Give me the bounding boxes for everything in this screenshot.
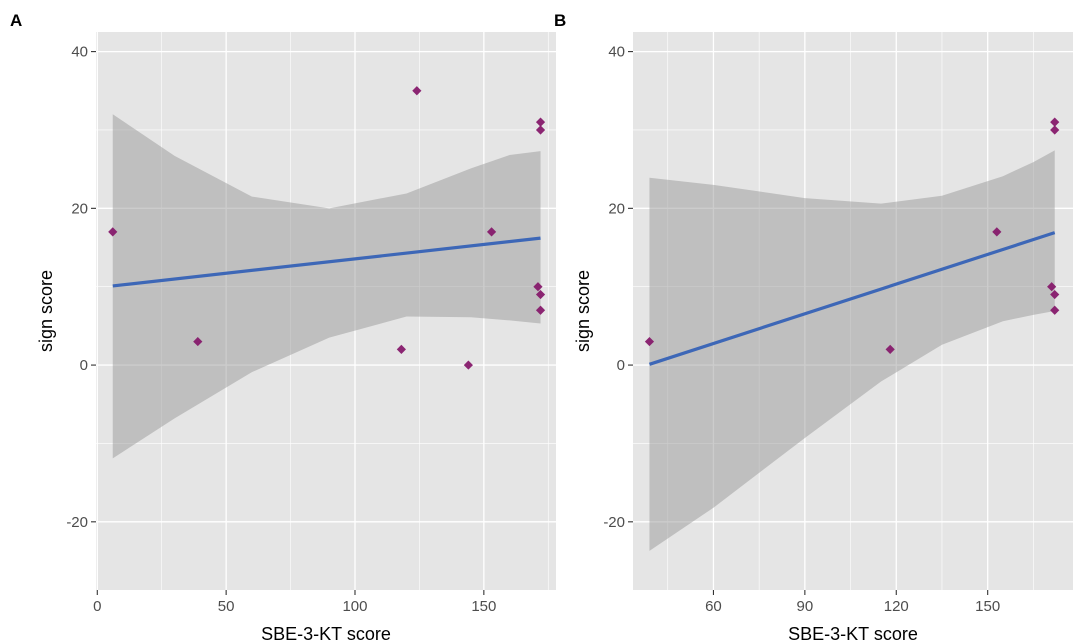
- data-point: [108, 227, 118, 237]
- panel-label: B: [554, 11, 566, 30]
- data-point: [1050, 117, 1060, 127]
- data-point: [1047, 282, 1057, 292]
- data-point: [463, 360, 473, 370]
- data-point: [644, 336, 655, 347]
- x-tick-label: 100: [342, 598, 367, 615]
- x-tick-label: 120: [884, 598, 909, 615]
- y-tick-label: 40: [71, 44, 88, 61]
- y-axis-title: sign score: [573, 270, 593, 352]
- y-axis-title: sign score: [36, 270, 56, 352]
- regression-line: [648, 231, 1056, 366]
- x-tick-label: 90: [797, 598, 814, 615]
- data-point: [1050, 289, 1060, 300]
- y-tick-label: 0: [617, 357, 625, 374]
- panel-a: 0 50 100 150 -20 0 20 40 SBE-3-KT score sign scor…: [10, 11, 556, 643]
- confidence-band: [649, 150, 1055, 551]
- regression-line: [112, 236, 541, 288]
- data-point: [535, 305, 546, 315]
- data-point: [1050, 305, 1060, 315]
- x-axis-title: SBE-3-KT score: [788, 624, 918, 643]
- data-point: [193, 336, 203, 347]
- x-tick-label: 150: [471, 598, 496, 615]
- y-tick-label: 0: [80, 357, 88, 374]
- x-tick-label: 0: [93, 598, 101, 615]
- panel-label: A: [10, 11, 22, 30]
- data-point: [535, 125, 546, 135]
- y-tick-label: 40: [608, 44, 625, 61]
- data-point: [486, 227, 497, 237]
- data-point: [535, 117, 546, 127]
- y-tick-label: -20: [66, 514, 88, 531]
- y-tick-label: 20: [71, 200, 88, 217]
- data-point: [396, 344, 406, 355]
- x-tick-label: 60: [705, 598, 722, 615]
- data-point: [535, 289, 546, 300]
- x-tick-label: 150: [975, 598, 1000, 615]
- confidence-band: [112, 114, 541, 459]
- y-tick-label: -20: [603, 514, 625, 531]
- data-point: [885, 344, 895, 355]
- x-tick-label: 50: [218, 598, 235, 615]
- data-point: [533, 282, 543, 292]
- data-point: [992, 227, 1002, 237]
- x-axis-title: SBE-3-KT score: [261, 624, 391, 643]
- y-tick-label: 20: [608, 200, 625, 217]
- panel-b: 60 90 120 150 -20 0 20 40 SBE-3-KT score sign sco…: [554, 11, 1073, 643]
- data-point: [1050, 125, 1060, 135]
- data-point: [412, 86, 422, 96]
